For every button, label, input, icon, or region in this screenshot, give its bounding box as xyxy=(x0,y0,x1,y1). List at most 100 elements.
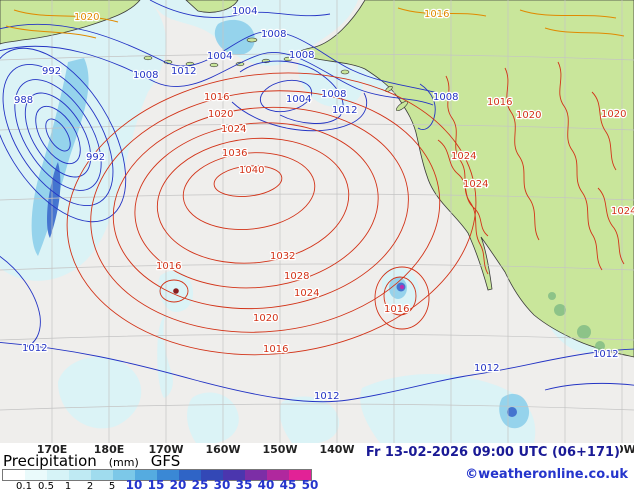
longitude-label: 150W xyxy=(262,443,298,456)
isobar-label: 1020 xyxy=(74,12,99,23)
aleutian-island xyxy=(283,56,293,62)
siberia-land xyxy=(0,0,141,45)
scale-color-segment xyxy=(289,470,311,480)
isobar-label: 1032 xyxy=(270,251,295,262)
kodiak-island xyxy=(340,69,350,75)
isobar-label: 1020 xyxy=(253,313,278,324)
scale-color-segment xyxy=(47,470,69,480)
precipitation-over-land xyxy=(548,292,605,351)
legend: Precipitation (mm) GFS xyxy=(3,452,180,470)
scale-value: 10 xyxy=(125,478,143,490)
isobar-label: 1008 xyxy=(261,29,286,40)
intense-precip-dot xyxy=(173,288,179,294)
longitude-label: 180E xyxy=(93,443,125,456)
scale-color-segment xyxy=(179,470,201,480)
isobar-label: 1024 xyxy=(611,206,634,217)
isobars-warm xyxy=(5,7,625,39)
scale-color-segment xyxy=(223,470,245,480)
scale-value: 1 xyxy=(64,481,72,490)
scale-value: 20 xyxy=(169,478,187,490)
isobar-label: 1016 xyxy=(204,92,229,103)
isobar-label: 1036 xyxy=(222,148,247,159)
isobar-label: 1028 xyxy=(284,271,309,282)
scale-value: 45 xyxy=(279,478,297,490)
isobars-high-pressure xyxy=(66,61,625,356)
scale-color-segment xyxy=(267,470,289,480)
scale-color-segment xyxy=(157,470,179,480)
scale-color-segment xyxy=(69,470,91,480)
isobar-label: 1004 xyxy=(232,6,257,17)
isobar-label: 1016 xyxy=(263,344,288,355)
forecast-datetime: Fr 13-02-2026 09:00 UTC (06+171) xyxy=(357,445,620,460)
scale-value: 25 xyxy=(191,478,209,490)
copyright: ©weatheronline.co.uk xyxy=(465,467,628,482)
map-area: 1020 1004 1016 992 988 1008 1012 1004 1008 1008 99… xyxy=(0,0,634,443)
extreme-precip-dot xyxy=(399,284,405,290)
isobar-label: 1004 xyxy=(286,94,311,105)
scale-color-segment xyxy=(3,470,25,480)
unit-label: (mm) xyxy=(108,456,139,469)
isobar-label: 1040 xyxy=(239,165,264,176)
isobar-label: 1012 xyxy=(593,349,618,360)
isobar-label: 1008 xyxy=(289,50,314,61)
parameter-label: Precipitation xyxy=(3,452,97,470)
isobar-label: 1016 xyxy=(156,261,181,272)
isobar-label: 1024 xyxy=(463,179,488,190)
isobar-label: 1008 xyxy=(133,70,158,81)
aleutian-island xyxy=(143,55,153,61)
scale-color-segment xyxy=(135,470,157,480)
isobars-low-pressure xyxy=(0,0,634,403)
st-lawrence-island xyxy=(246,37,258,43)
scale-value: 0.1 xyxy=(16,481,32,490)
chukotka-land xyxy=(185,0,239,13)
isobar-label: 992 xyxy=(42,66,61,77)
scale-color-segment xyxy=(25,470,47,480)
scale-value: 5 xyxy=(108,481,116,490)
precipitation-color-scale xyxy=(2,469,312,481)
scale-color-segment xyxy=(91,470,113,480)
isobar-label: 1004 xyxy=(207,51,232,62)
scale-value: 50 xyxy=(301,478,319,490)
caption-bar: 170E180E170W160W150W140W130W120W110W100W… xyxy=(0,443,634,490)
isobar-label: 1008 xyxy=(321,89,346,100)
scale-value: 30 xyxy=(213,478,231,490)
isobar-label: 1008 xyxy=(433,92,458,103)
isobar-label: 1024 xyxy=(294,288,319,299)
isobar-label: 1020 xyxy=(516,110,541,121)
longitude-label: 160W xyxy=(205,443,241,456)
scale-color-segment xyxy=(201,470,223,480)
isobar-label: 1016 xyxy=(424,9,449,20)
longitude-label: 170E xyxy=(36,443,68,456)
scale-value: 0.5 xyxy=(38,481,54,490)
isobar-label: 1012 xyxy=(171,66,196,77)
isobar-label: 1020 xyxy=(208,109,233,120)
isobar-label: 992 xyxy=(86,152,105,163)
isobar-label: 1020 xyxy=(601,109,626,120)
isobar-label: 1012 xyxy=(332,105,357,116)
isobar-label: 1024 xyxy=(451,151,476,162)
longitude-label: 140W xyxy=(319,443,355,456)
scale-value: 40 xyxy=(257,478,275,490)
isobar-label: 1012 xyxy=(474,363,499,374)
scale-color-segment xyxy=(113,470,135,480)
scale-color-segment xyxy=(245,470,267,480)
scale-value: 15 xyxy=(147,478,165,490)
aleutian-island xyxy=(209,62,219,68)
isobar-label: 1024 xyxy=(221,124,246,135)
isobar-label: 1016 xyxy=(487,97,512,108)
longitude-label: 170W xyxy=(148,443,184,456)
model-label: GFS xyxy=(150,452,181,470)
isobar-label: 1016 xyxy=(384,304,409,315)
scale-value: 2 xyxy=(86,481,94,490)
isobar-label: 1012 xyxy=(22,343,47,354)
graticule xyxy=(0,0,634,443)
north-america-land xyxy=(298,0,634,358)
isobar-label: 1012 xyxy=(314,391,339,402)
scale-values: 0.1 0.5 1 2 5 10 15 20 25 30 35 40 45 50 xyxy=(0,478,340,490)
aleutian-island xyxy=(235,61,245,67)
isobar-label: 988 xyxy=(14,95,33,106)
scale-value: 35 xyxy=(235,478,253,490)
